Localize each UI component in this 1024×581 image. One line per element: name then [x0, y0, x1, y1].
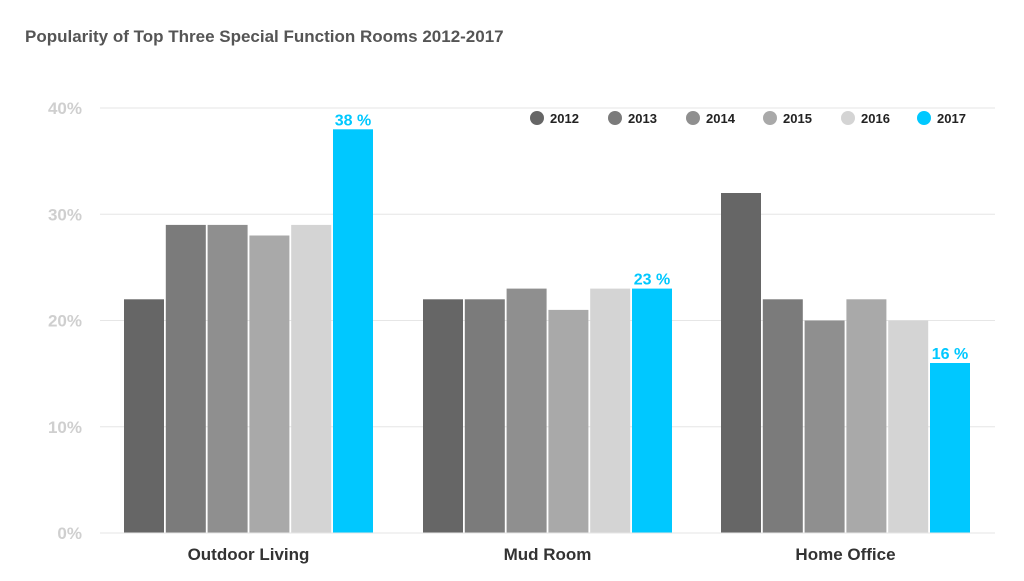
y-tick-label: 20% — [48, 312, 82, 331]
bar-mud-room-2017 — [632, 288, 672, 533]
bar-home-office-2017 — [930, 363, 970, 533]
bar-home-office-2012 — [721, 193, 761, 533]
bar-mud-room-2016 — [590, 288, 631, 533]
bar-home-office-2016 — [888, 320, 929, 533]
data-label: 23 % — [634, 272, 670, 289]
bar-outdoor-living-2012 — [124, 299, 164, 534]
legend-label-2015: 2015 — [783, 111, 812, 126]
bar-outdoor-living-2016 — [291, 224, 332, 533]
legend-marker-2013 — [608, 111, 622, 125]
y-tick-label: 0% — [57, 524, 82, 543]
x-category-label: Outdoor Living — [188, 545, 310, 564]
legend-marker-2017 — [917, 111, 931, 125]
bar-home-office-2014 — [804, 320, 845, 533]
chart-title: Popularity of Top Three Special Function… — [25, 27, 504, 46]
legend-marker-2015 — [763, 111, 777, 125]
legend-marker-2012 — [530, 111, 544, 125]
bar-home-office-2013 — [762, 299, 803, 534]
bar-mud-room-2012 — [423, 299, 463, 534]
legend-label-2017: 2017 — [937, 111, 966, 126]
bar-outdoor-living-2013 — [165, 224, 206, 533]
legend-marker-2016 — [841, 111, 855, 125]
x-category-label: Mud Room — [504, 545, 592, 564]
legend-label-2012: 2012 — [550, 111, 579, 126]
legend-label-2016: 2016 — [861, 111, 890, 126]
data-label: 38 % — [335, 112, 371, 129]
bar-mud-room-2014 — [506, 288, 547, 533]
y-tick-label: 10% — [48, 418, 82, 437]
legend-label-2013: 2013 — [628, 111, 657, 126]
legend-label-2014: 2014 — [706, 111, 736, 126]
data-label: 16 % — [932, 346, 968, 363]
x-category-label: Home Office — [795, 545, 895, 564]
y-tick-label: 40% — [48, 99, 82, 118]
y-tick-label: 30% — [48, 205, 82, 224]
bar-mud-room-2013 — [464, 299, 505, 534]
legend-marker-2014 — [686, 111, 700, 125]
bar-outdoor-living-2017 — [333, 129, 373, 534]
bar-mud-room-2015 — [548, 309, 589, 533]
bar-outdoor-living-2015 — [249, 235, 290, 533]
bar-home-office-2015 — [846, 299, 887, 534]
bar-outdoor-living-2014 — [207, 224, 248, 533]
